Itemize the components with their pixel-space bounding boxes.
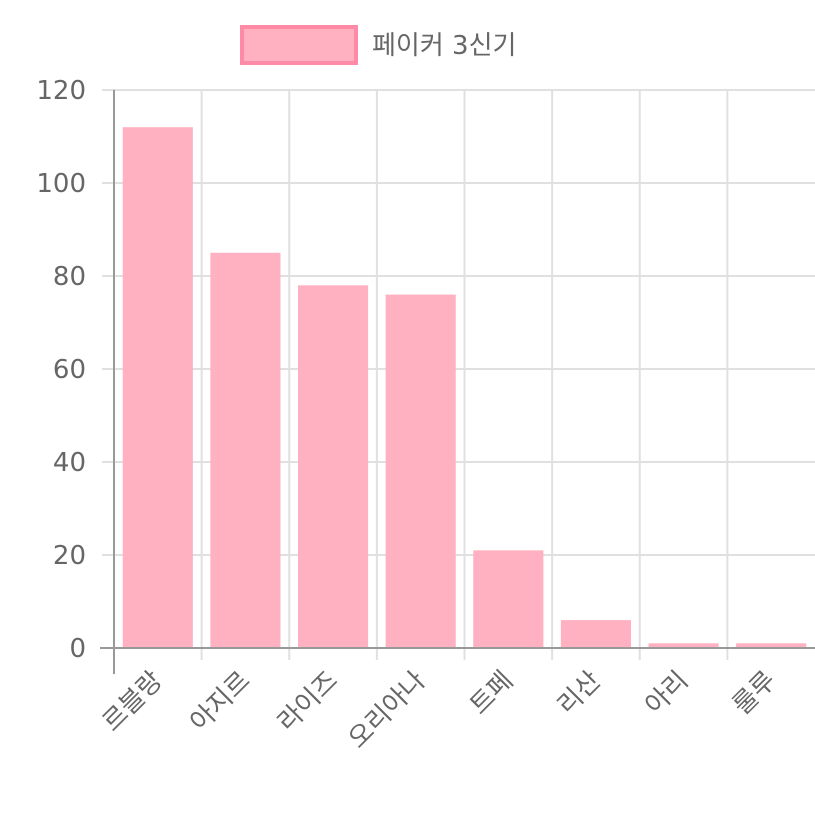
bar [298, 285, 369, 648]
legend: 페이커 3신기 [240, 25, 516, 65]
x-tick-label: 오리아나 [343, 666, 432, 755]
bar [560, 620, 631, 648]
bar [122, 127, 193, 648]
bar [385, 294, 456, 648]
x-tick-label: 아지르 [184, 666, 256, 738]
y-tick-label: 60 [53, 355, 86, 385]
x-tick-label: 리산 [552, 666, 607, 721]
bar [648, 643, 719, 648]
bars [122, 127, 807, 648]
bar [210, 252, 281, 648]
x-tick-label: 르블랑 [97, 666, 169, 738]
x-tick-label: 룰루 [727, 666, 782, 721]
x-tick-label: 라이즈 [272, 666, 344, 738]
y-tick-label: 40 [53, 448, 86, 478]
bar [473, 550, 544, 648]
bar [736, 643, 807, 648]
y-tick-label: 100 [36, 169, 86, 199]
legend-swatch [240, 25, 358, 65]
y-tick-label: 0 [69, 634, 86, 664]
y-tick-label: 120 [36, 76, 86, 106]
y-tick-label: 80 [53, 262, 86, 292]
y-tick-labels: 0 20 40 60 80 100 120 [36, 76, 86, 664]
grid [102, 89, 815, 660]
x-tick-label: 트페 [464, 666, 519, 721]
legend-label: 페이커 3신기 [372, 31, 516, 61]
x-tick-label: 아리 [639, 666, 694, 721]
y-tick-label: 20 [53, 541, 86, 571]
axes [100, 90, 815, 674]
